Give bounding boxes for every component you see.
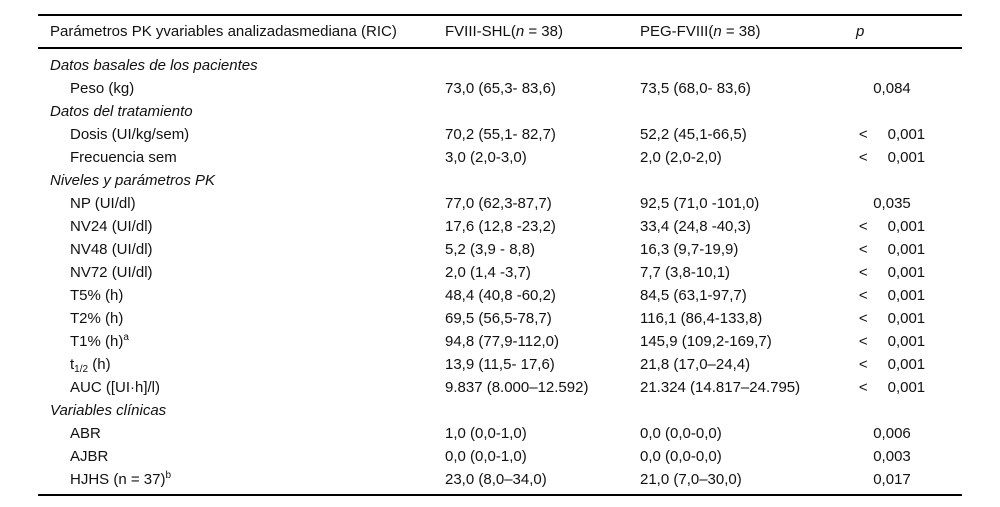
table-row-hjhs: HJHS (n = 37)b 23,0 (8,0–34,0) 21,0 (7,0… (38, 468, 962, 491)
peg-fviii-value: 7,7 (3,8-10,1) (640, 264, 731, 281)
section-label: Datos del tratamiento (50, 103, 193, 120)
p-value: <0,001 (858, 241, 926, 258)
fviii-shl-value: 70,2 (55,1- 82,7) (445, 126, 556, 143)
table-row-auc: AUC ([UI·h]/l) 9.837 (8.000–12.592) 21.3… (38, 376, 962, 399)
peg-fviii-value: 0,0 (0,0-0,0) (640, 448, 722, 465)
peg-fviii-value: 21,8 (17,0–24,4) (640, 356, 751, 373)
table-row-peso: Peso (kg) 73,0 (65,3- 83,6) 73,5 (68,0- … (38, 77, 962, 100)
table-row-t5: T5% (h) 48,4 (40,8 -60,2) 84,5 (63,1-97,… (38, 284, 962, 307)
column-header-fviii-shl: FVIII-SHL(n = 38) (445, 23, 563, 40)
param-label: NV48 (UI/dl) (70, 241, 153, 258)
fviii-shl-value: 13,9 (11,5- 17,6) (445, 356, 555, 373)
table-row-t1: T1% (h)a 94,8 (77,9-112,0) 145,9 (109,2-… (38, 330, 962, 353)
section-label: Niveles y parámetros PK (50, 172, 216, 189)
table-row-abr: ABR 1,0 (0,0-1,0) 0,0 (0,0-0,0) 0,006 (38, 422, 962, 445)
column-header-p: p (856, 23, 865, 40)
peg-fviii-value: 16,3 (9,7-19,9) (640, 241, 739, 258)
p-value: 0,017 (873, 471, 911, 488)
p-value: <0,001 (858, 287, 926, 304)
p-value: <0,001 (858, 126, 926, 143)
table-body: Datos basales de los pacientes Peso (kg)… (38, 49, 962, 494)
fviii-shl-value: 9.837 (8.000–12.592) (445, 379, 589, 396)
fviii-shl-value: 73,0 (65,3- 83,6) (445, 80, 556, 97)
pk-parameters-table: Parámetros PK yvariables analizadasmedia… (38, 14, 962, 496)
table-row-t-half: t1/2 (h) 13,9 (11,5- 17,6) 21,8 (17,0–24… (38, 353, 962, 376)
section-row-niveles-pk: Niveles y parámetros PK (38, 169, 962, 192)
fviii-shl-value: 1,0 (0,0-1,0) (445, 425, 527, 442)
section-row-datos-tratamiento: Datos del tratamiento (38, 100, 962, 123)
table-row-nv72: NV72 (UI/dl) 2,0 (1,4 -3,7) 7,7 (3,8-10,… (38, 261, 962, 284)
param-label: T5% (h) (70, 287, 124, 304)
peg-fviii-value: 116,1 (86,4-133,8) (640, 310, 763, 327)
param-label: t1/2 (h) (70, 356, 111, 375)
peg-fviii-value: 0,0 (0,0-0,0) (640, 425, 722, 442)
p-value: 0,006 (873, 425, 911, 442)
param-label: NV24 (UI/dl) (70, 218, 153, 235)
param-label: ABR (70, 425, 101, 442)
fviii-shl-value: 0,0 (0,0-1,0) (445, 448, 527, 465)
fviii-shl-value: 2,0 (1,4 -3,7) (445, 264, 531, 281)
p-value: 0,035 (873, 195, 911, 212)
param-label: Frecuencia sem (70, 149, 177, 166)
peg-fviii-value: 84,5 (63,1-97,7) (640, 287, 747, 304)
peg-fviii-value: 145,9 (109,2-169,7) (640, 333, 772, 350)
peg-fviii-value: 73,5 (68,0- 83,6) (640, 80, 751, 97)
table-row-ajbr: AJBR 0,0 (0,0-1,0) 0,0 (0,0-0,0) 0,003 (38, 445, 962, 468)
column-header-parameters-label: Parámetros PK yvariables analizadasmedia… (50, 23, 397, 40)
p-value: <0,001 (858, 264, 926, 281)
peg-fviii-value: 92,5 (71,0 -101,0) (640, 195, 760, 212)
section-label: Datos basales de los pacientes (50, 57, 258, 74)
param-label: T1% (h)a (70, 332, 129, 350)
p-value: <0,001 (858, 310, 926, 327)
peg-fviii-value: 21,0 (7,0–30,0) (640, 471, 742, 488)
fviii-shl-value: 94,8 (77,9-112,0) (445, 333, 559, 350)
param-label: NV72 (UI/dl) (70, 264, 153, 281)
table-row-t2: T2% (h) 69,5 (56,5-78,7) 116,1 (86,4-133… (38, 307, 962, 330)
p-value: <0,001 (858, 218, 926, 235)
peg-fviii-value: 52,2 (45,1-66,5) (640, 126, 747, 143)
p-value: <0,001 (858, 379, 926, 396)
param-label: AJBR (70, 448, 109, 465)
param-label: HJHS (n = 37)b (70, 470, 172, 488)
param-label: NP (UI/dl) (70, 195, 136, 212)
table-row-np: NP (UI/dl) 77,0 (62,3-87,7) 92,5 (71,0 -… (38, 192, 962, 215)
fviii-shl-value: 69,5 (56,5-78,7) (445, 310, 552, 327)
table-row-nv24: NV24 (UI/dl) 17,6 (12,8 -23,2) 33,4 (24,… (38, 215, 962, 238)
table-row-dosis: Dosis (UI/kg/sem) 70,2 (55,1- 82,7) 52,2… (38, 123, 962, 146)
table-header-row: Parámetros PK yvariables analizadasmedia… (38, 16, 962, 49)
fviii-shl-value: 77,0 (62,3-87,7) (445, 195, 552, 212)
fviii-shl-value: 3,0 (2,0-3,0) (445, 149, 527, 166)
param-label: Dosis (UI/kg/sem) (70, 126, 190, 143)
fviii-shl-value: 5,2 (3,9 - 8,8) (445, 241, 536, 258)
fviii-shl-value: 48,4 (40,8 -60,2) (445, 287, 556, 304)
section-label: Variables clínicas (50, 402, 167, 419)
p-value: <0,001 (858, 149, 926, 166)
p-value: 0,003 (873, 448, 911, 465)
fviii-shl-value: 23,0 (8,0–34,0) (445, 471, 547, 488)
param-label: AUC ([UI·h]/l) (70, 379, 160, 396)
peg-fviii-value: 21.324 (14.817–24.795) (640, 379, 801, 396)
peg-fviii-value: 33,4 (24,8 -40,3) (640, 218, 751, 235)
p-value: 0,084 (873, 80, 911, 97)
p-value: <0,001 (858, 356, 926, 373)
section-row-variables-clinicas: Variables clínicas (38, 399, 962, 422)
table-row-nv48: NV48 (UI/dl) 5,2 (3,9 - 8,8) 16,3 (9,7-1… (38, 238, 962, 261)
peg-fviii-value: 2,0 (2,0-2,0) (640, 149, 722, 166)
section-row-datos-basales: Datos basales de los pacientes (38, 54, 962, 77)
column-header-parameters: Parámetros PK yvariables analizadasmedia… (38, 24, 445, 39)
fviii-shl-value: 17,6 (12,8 -23,2) (445, 218, 556, 235)
param-label: Peso (kg) (70, 80, 135, 97)
p-value: <0,001 (858, 333, 926, 350)
param-label: T2% (h) (70, 310, 124, 327)
table-row-frecuencia: Frecuencia sem 3,0 (2,0-3,0) 2,0 (2,0-2,… (38, 146, 962, 169)
column-header-peg-fviii: PEG-FVIII(n = 38) (640, 23, 761, 40)
